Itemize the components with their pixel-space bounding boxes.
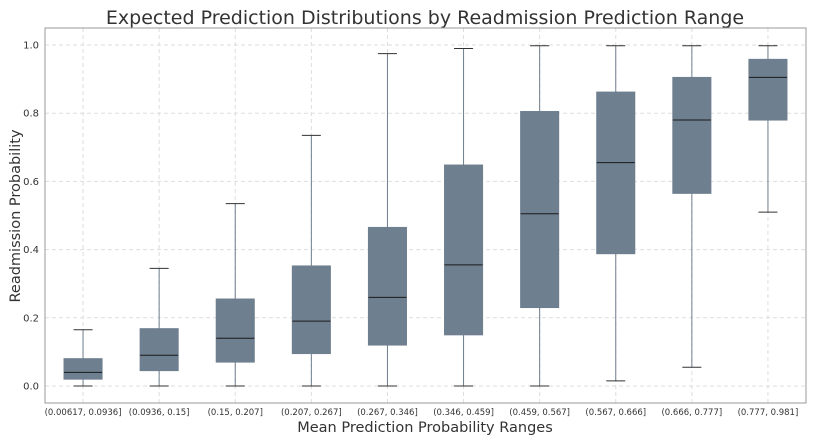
iqr-box — [596, 91, 636, 255]
iqr-box — [367, 226, 407, 346]
box-5 — [367, 53, 407, 387]
x-tick-label: (0.207, 0.267] — [281, 408, 342, 418]
y-tick-label: 0.8 — [23, 109, 39, 120]
x-tick-label: (0.567, 0.666] — [585, 408, 646, 418]
box-8 — [596, 45, 636, 382]
iqr-box — [444, 164, 484, 336]
x-tick-label: (0.267, 0.346] — [357, 408, 418, 418]
x-tick-label: (0.0936, 0.15] — [129, 408, 190, 418]
y-tick-label: 1.0 — [23, 41, 39, 52]
box-2 — [139, 267, 179, 387]
boxes — [63, 45, 788, 387]
y-tick-label: 0.2 — [23, 313, 39, 324]
iqr-box — [215, 298, 255, 363]
box-3 — [215, 203, 255, 387]
x-tick-label: (0.346, 0.459] — [433, 408, 494, 418]
y-tick-label: 0.4 — [23, 245, 39, 256]
grid — [45, 28, 806, 403]
box-9 — [672, 45, 712, 368]
x-tick-label: (0.666, 0.777] — [661, 408, 722, 418]
iqr-box — [63, 358, 103, 380]
box-10 — [748, 45, 788, 213]
y-tick-label: 0.0 — [23, 381, 39, 392]
x-tick-label: (0.459, 0.567] — [509, 408, 570, 418]
iqr-box — [520, 111, 560, 309]
x-tick-label: (0.00617, 0.0936] — [45, 408, 122, 418]
iqr-box — [291, 265, 331, 355]
box-4 — [291, 134, 331, 387]
iqr-box — [748, 58, 788, 121]
box-7 — [520, 45, 560, 387]
x-tick-label: (0.777, 0.981] — [738, 408, 799, 418]
box-6 — [444, 47, 484, 387]
x-axis-label: Mean Prediction Probability Ranges — [297, 420, 553, 436]
box-1 — [63, 329, 103, 387]
y-axis-label: Readmission Probability — [8, 129, 24, 302]
y-axis-ticks: 0.0 0.2 0.4 0.6 0.8 1.0 — [23, 41, 39, 393]
plot-area-frame — [44, 27, 807, 404]
iqr-box — [139, 328, 179, 372]
x-axis-ticks: (0.00617, 0.0936] (0.0936, 0.15] (0.15, 0.… — [45, 408, 799, 418]
chart-title: Expected Prediction Distributions by Rea… — [106, 7, 744, 29]
iqr-box — [672, 76, 712, 194]
y-tick-label: 0.6 — [23, 177, 39, 188]
x-tick-label: (0.15, 0.207] — [208, 408, 263, 418]
